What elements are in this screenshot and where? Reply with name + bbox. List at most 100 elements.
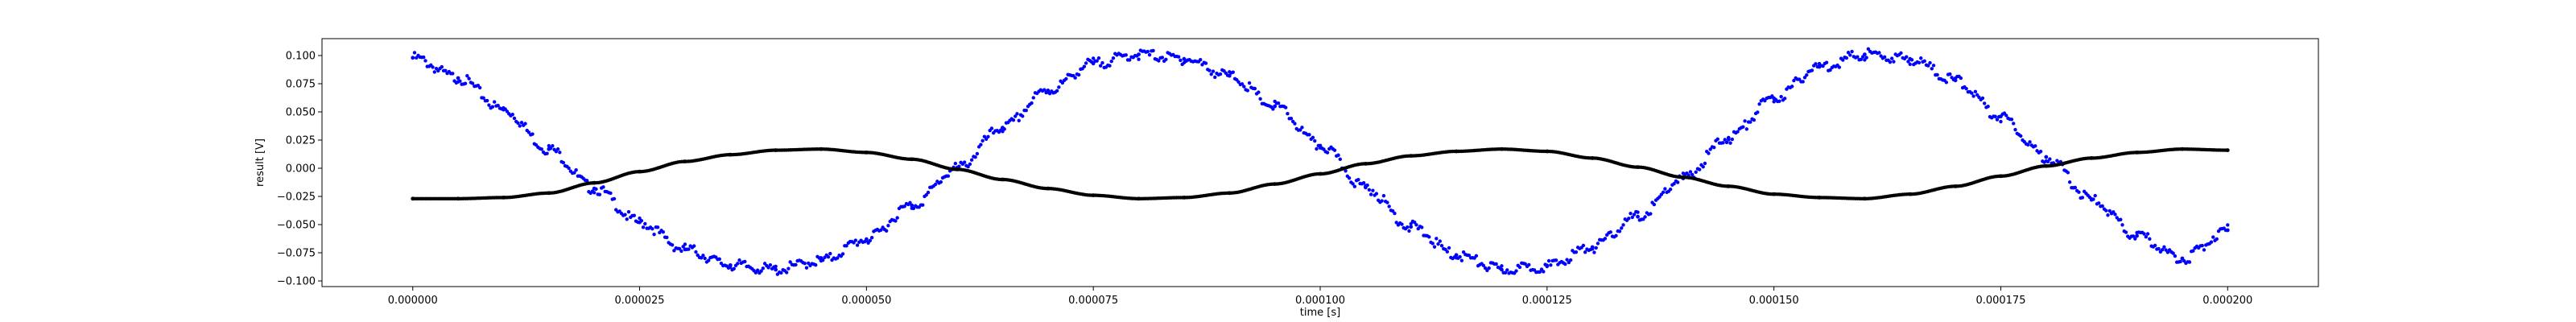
data-point [1971,94,1975,98]
data-point [1390,208,1395,213]
data-point [1908,62,1912,67]
data-point [1889,56,1894,60]
data-point [677,246,682,251]
data-point [1527,262,1531,267]
data-point [1752,118,1757,122]
data-point [661,230,666,234]
data-point [1407,229,1411,233]
data-point [1209,72,1213,76]
data-point [594,187,598,192]
data-point [2202,248,2207,252]
data-point [1242,85,1246,89]
data-point [672,249,676,253]
data-point [1877,51,1881,55]
data-point [884,229,889,233]
data-point [1846,51,1851,55]
data-point [1514,269,1518,273]
y-tick-label: 0.025 [286,135,316,147]
data-point [1736,130,1740,134]
data-point [687,247,691,251]
data-point [551,144,555,148]
data-point [1474,254,1479,258]
data-point [1487,266,1491,270]
data-point [1057,85,1061,89]
data-point [2226,148,2230,152]
data-point [1523,262,1527,266]
data-point [1810,68,1814,72]
y-axis: −0.100 −0.075 −0.050 −0.025 0.000 0.025 0.050 0… [277,51,322,288]
data-point [1108,64,1112,68]
data-point [1505,268,1509,272]
y-tick-label: 0.050 [286,107,316,119]
data-point [1030,101,1034,105]
data-point [465,73,469,78]
data-point [1614,233,1618,238]
data-point [548,147,553,151]
data-point [1668,188,1673,192]
data-point [683,242,687,246]
data-point [1438,239,1443,243]
data-point [1906,60,1910,64]
data-point [768,263,773,267]
data-point [1859,57,1864,62]
data-point [975,151,980,156]
data-point [516,121,520,126]
data-point [440,64,444,69]
data-point [1549,263,1553,267]
data-point [1724,140,1729,145]
data-point [1944,80,1949,85]
data-point [761,266,766,270]
data-point [1225,73,1230,77]
x-tick-label: 0.000025 [615,295,665,307]
data-point [1361,180,1366,185]
data-point [1344,169,1348,173]
data-point [1017,118,1021,122]
data-point [911,206,916,211]
data-point [1608,230,1612,234]
data-point [1218,72,1223,76]
x-tick-label: 0.000175 [1975,295,2025,307]
data-point [2153,243,2157,248]
data-point [953,161,958,166]
data-point [2012,122,2016,126]
x-tick-label: 0.000150 [1749,295,1799,307]
data-point [2033,144,2037,148]
data-point [1661,190,1666,195]
data-point [623,213,627,217]
data-point [1240,82,1245,86]
data-point [1986,105,1990,109]
data-point [2048,157,2052,161]
data-point [1627,217,1631,221]
data-point [703,256,707,261]
data-point [1271,107,1275,111]
data-point [1977,95,1981,100]
data-point [939,180,943,184]
data-point [1629,211,1633,216]
data-point [481,96,485,100]
data-point [490,105,495,109]
data-point [1848,53,1852,57]
data-point [1099,64,1103,68]
data-point [774,264,778,269]
data-point [1467,254,1472,258]
data-point [639,219,643,223]
data-point [1135,54,1139,58]
data-point [1801,80,1805,84]
data-point [1325,151,1330,155]
data-point [2173,254,2178,258]
data-point [1042,88,1046,92]
data-point [1409,225,1414,229]
data-point [609,191,613,196]
data-point [869,236,874,240]
data-point [968,162,972,167]
data-point [1663,187,1667,191]
data-point [1430,242,1435,246]
data-point [1298,128,1302,132]
data-point [1164,57,1168,61]
data-point [1982,101,1987,105]
data-point [1617,229,1622,233]
data-point [2200,243,2204,248]
data-point [804,266,809,270]
data-point [655,225,660,229]
